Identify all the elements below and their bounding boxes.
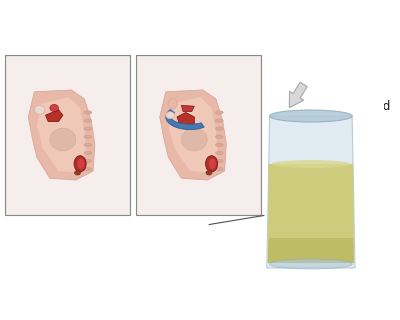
Polygon shape — [261, 0, 384, 320]
Ellipse shape — [34, 105, 45, 114]
Polygon shape — [37, 97, 86, 173]
Ellipse shape — [206, 156, 218, 172]
Polygon shape — [160, 90, 226, 180]
Ellipse shape — [270, 259, 352, 269]
Ellipse shape — [216, 119, 223, 123]
Ellipse shape — [216, 111, 223, 114]
Ellipse shape — [50, 104, 58, 112]
Polygon shape — [28, 90, 95, 180]
Ellipse shape — [166, 112, 174, 119]
Ellipse shape — [206, 171, 212, 175]
Ellipse shape — [216, 167, 223, 171]
Polygon shape — [0, 0, 5, 320]
Ellipse shape — [84, 135, 92, 139]
Text: Female urinary
system: Female urinary system — [23, 8, 112, 36]
Polygon shape — [136, 0, 261, 55]
Polygon shape — [181, 105, 194, 112]
Text: ✱: ✱ — [318, 291, 330, 305]
Ellipse shape — [168, 98, 177, 109]
Ellipse shape — [84, 143, 92, 147]
Ellipse shape — [216, 143, 223, 147]
Ellipse shape — [84, 151, 92, 155]
Ellipse shape — [216, 159, 223, 163]
Text: Aldosterone levels are measured
to determine any abnormalities: Aldosterone levels are measured to deter… — [8, 225, 202, 253]
Polygon shape — [130, 0, 136, 320]
Polygon shape — [5, 0, 130, 55]
Polygon shape — [268, 238, 354, 263]
Ellipse shape — [78, 158, 84, 169]
Ellipse shape — [216, 127, 223, 131]
Text: A.D.A.M.: A.D.A.M. — [295, 291, 363, 305]
Text: Urine
sample
collected: Urine sample collected — [338, 70, 391, 113]
Ellipse shape — [209, 158, 216, 169]
Polygon shape — [166, 109, 204, 130]
Ellipse shape — [216, 135, 223, 139]
Text: Male urinary
system: Male urinary system — [162, 8, 236, 36]
Polygon shape — [5, 215, 130, 320]
Ellipse shape — [181, 128, 207, 151]
Ellipse shape — [84, 127, 92, 131]
Ellipse shape — [74, 156, 86, 172]
Ellipse shape — [84, 111, 92, 114]
FancyBboxPatch shape — [5, 55, 130, 215]
FancyArrowPatch shape — [289, 82, 307, 108]
Ellipse shape — [84, 167, 92, 171]
Ellipse shape — [272, 160, 350, 168]
Polygon shape — [168, 97, 218, 173]
FancyBboxPatch shape — [136, 55, 261, 215]
Polygon shape — [136, 215, 261, 320]
Ellipse shape — [84, 159, 92, 163]
Polygon shape — [267, 116, 355, 268]
Ellipse shape — [216, 151, 223, 155]
Polygon shape — [177, 113, 194, 124]
Ellipse shape — [74, 171, 80, 175]
Ellipse shape — [84, 119, 92, 123]
Polygon shape — [268, 164, 354, 263]
Polygon shape — [46, 110, 63, 122]
Ellipse shape — [270, 110, 352, 122]
Ellipse shape — [50, 128, 76, 151]
